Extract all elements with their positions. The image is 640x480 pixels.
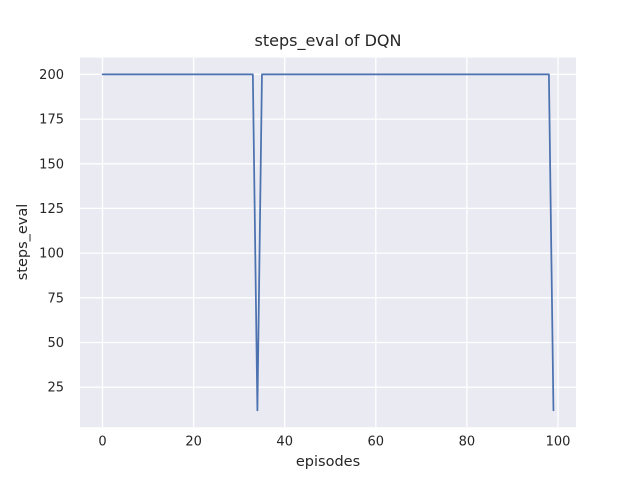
x-tick-label: 40 bbox=[276, 435, 293, 450]
y-tick-label: 200 bbox=[39, 68, 64, 83]
x-tick-label: 20 bbox=[185, 435, 202, 450]
x-tick-label: 60 bbox=[368, 435, 385, 450]
y-tick-label: 175 bbox=[39, 113, 64, 128]
plot-area bbox=[80, 57, 576, 428]
x-tick-label: 80 bbox=[459, 435, 476, 450]
y-tick-label: 125 bbox=[39, 202, 64, 217]
x-axis-label: episodes bbox=[295, 454, 361, 470]
y-tick-label: 50 bbox=[47, 336, 64, 351]
y-tick-label: 25 bbox=[47, 381, 64, 396]
x-tick-label: 0 bbox=[98, 435, 106, 450]
x-tick-label: 100 bbox=[546, 435, 571, 450]
y-axis-label: steps_eval bbox=[15, 203, 31, 281]
chart-title: steps_eval of DQN bbox=[254, 31, 402, 50]
y-tick-label: 100 bbox=[39, 247, 64, 262]
y-tick-label: 75 bbox=[47, 291, 64, 306]
data-line-steps-eval bbox=[101, 73, 555, 412]
y-tick-label: 150 bbox=[39, 157, 64, 172]
